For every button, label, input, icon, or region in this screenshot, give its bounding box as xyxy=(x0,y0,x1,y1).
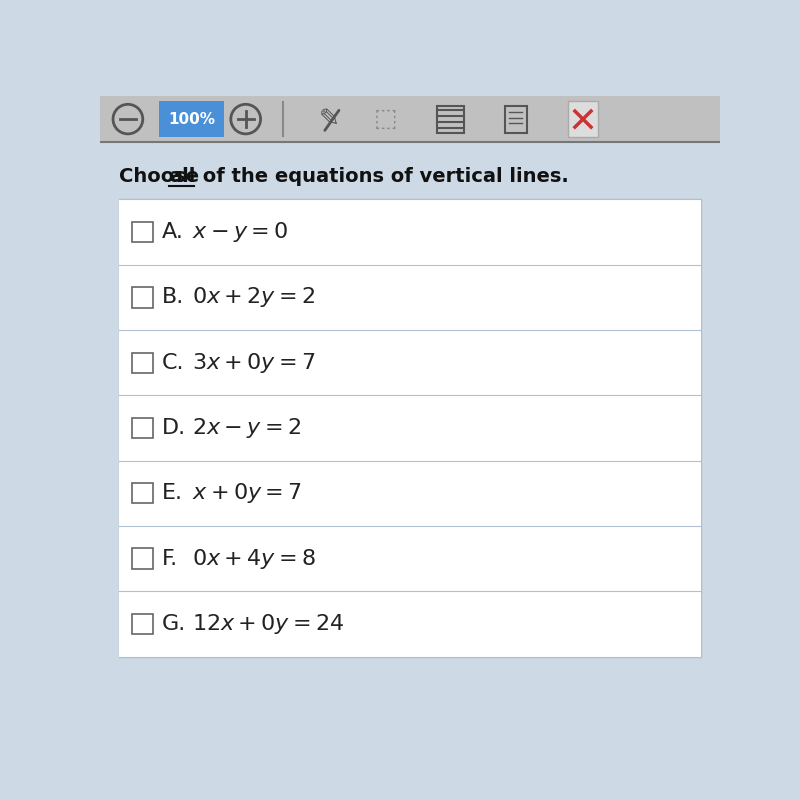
FancyBboxPatch shape xyxy=(118,265,702,330)
Text: $0x + 4y = 8$: $0x + 4y = 8$ xyxy=(192,546,316,570)
FancyBboxPatch shape xyxy=(118,591,702,657)
FancyBboxPatch shape xyxy=(132,287,153,307)
FancyBboxPatch shape xyxy=(132,222,153,242)
FancyBboxPatch shape xyxy=(132,353,153,373)
Text: D.: D. xyxy=(162,418,186,438)
Text: A.: A. xyxy=(162,222,184,242)
Text: 100%: 100% xyxy=(168,111,215,126)
Text: all: all xyxy=(170,166,196,186)
FancyBboxPatch shape xyxy=(159,101,224,138)
Text: $x + 0y = 7$: $x + 0y = 7$ xyxy=(192,482,302,506)
FancyBboxPatch shape xyxy=(118,395,702,461)
FancyBboxPatch shape xyxy=(118,330,702,395)
FancyBboxPatch shape xyxy=(132,418,153,438)
FancyBboxPatch shape xyxy=(118,199,702,657)
FancyBboxPatch shape xyxy=(132,549,153,569)
Text: F.: F. xyxy=(162,549,178,569)
Text: E.: E. xyxy=(162,483,183,503)
Text: of the equations of vertical lines.: of the equations of vertical lines. xyxy=(196,166,569,186)
Text: $12x + 0y = 24$: $12x + 0y = 24$ xyxy=(192,612,344,636)
FancyBboxPatch shape xyxy=(118,526,702,591)
FancyBboxPatch shape xyxy=(100,96,720,142)
FancyBboxPatch shape xyxy=(132,614,153,634)
Text: B.: B. xyxy=(162,287,184,307)
FancyBboxPatch shape xyxy=(118,461,702,526)
Text: ⬚: ⬚ xyxy=(374,107,397,131)
Text: $3x + 0y = 7$: $3x + 0y = 7$ xyxy=(192,350,315,374)
Text: G.: G. xyxy=(162,614,186,634)
Text: $2x - y = 2$: $2x - y = 2$ xyxy=(192,416,301,440)
Text: C.: C. xyxy=(162,353,185,373)
Text: $0x + 2y = 2$: $0x + 2y = 2$ xyxy=(192,286,315,310)
FancyBboxPatch shape xyxy=(568,101,598,138)
Text: ✎: ✎ xyxy=(319,107,340,131)
Text: $x - y = 0$: $x - y = 0$ xyxy=(192,220,288,244)
FancyBboxPatch shape xyxy=(118,199,702,265)
Text: Choose: Choose xyxy=(118,166,206,186)
FancyBboxPatch shape xyxy=(132,483,153,503)
